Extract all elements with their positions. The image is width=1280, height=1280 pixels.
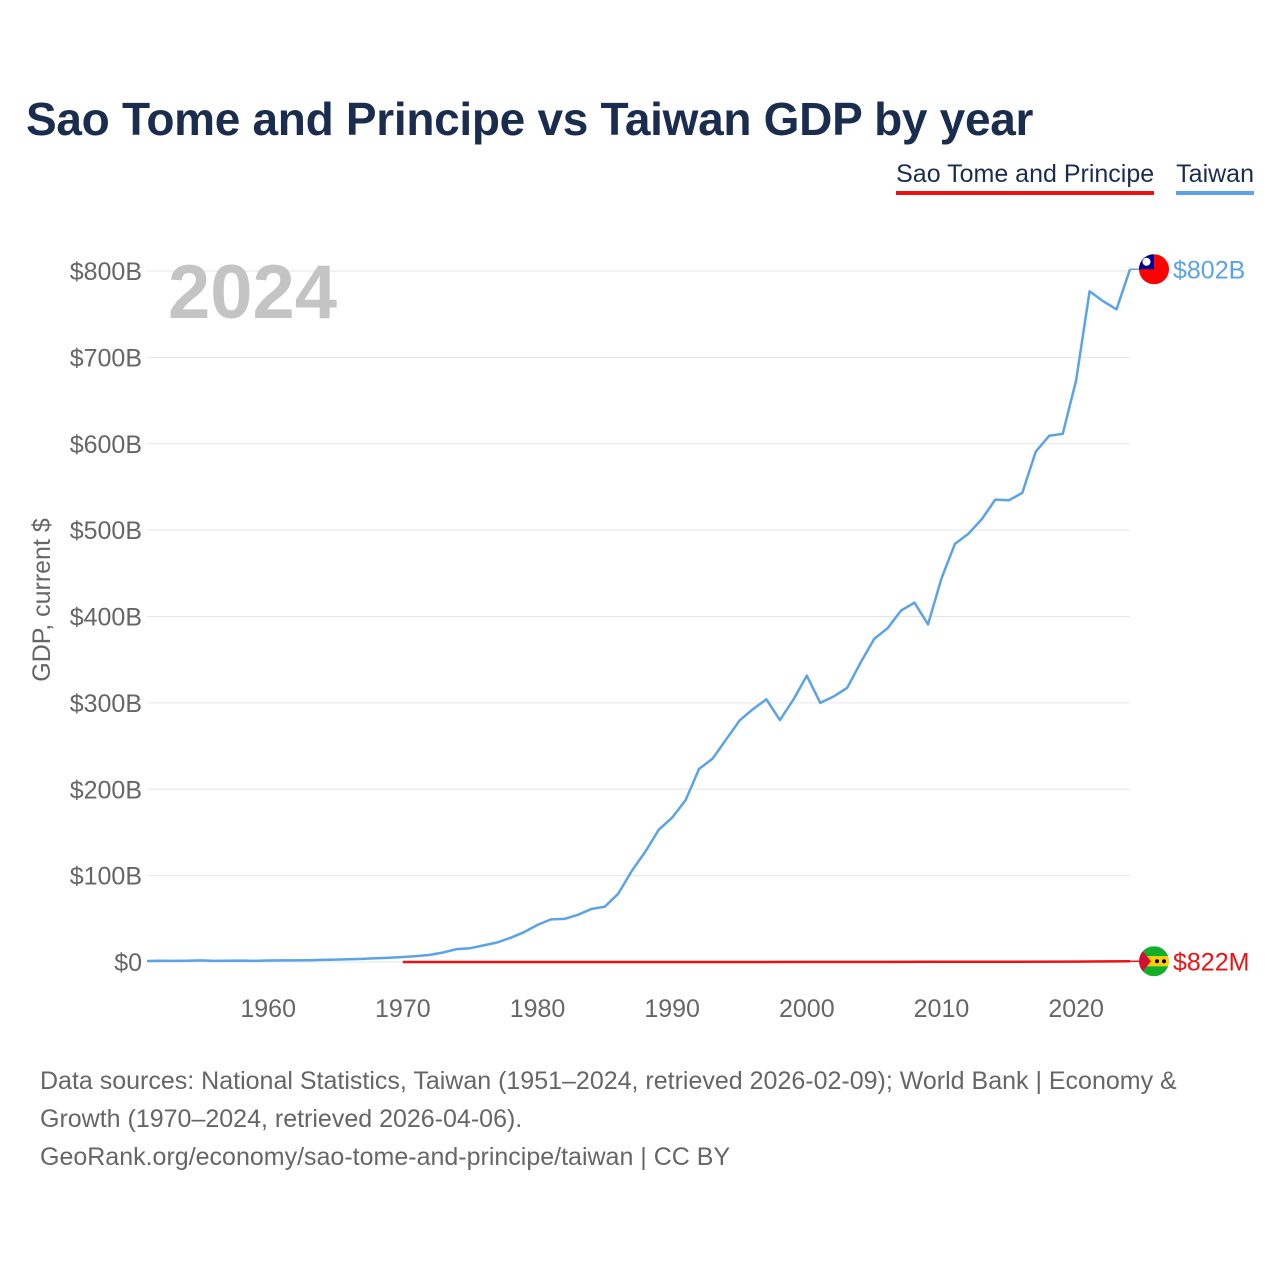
legend-item-sao-tome[interactable]: Sao Tome and Principe	[896, 160, 1155, 195]
x-tick-label: 1970	[375, 995, 431, 1023]
series-line-sao-tome-and-principe	[402, 960, 1131, 964]
source-credit[interactable]: GeoRank.org/economy/sao-tome-and-princip…	[40, 1143, 731, 1171]
legend-item-taiwan[interactable]: Taiwan	[1176, 160, 1254, 195]
gridlines	[147, 270, 1130, 963]
flag-icon-sao-tome-and-principe	[1139, 946, 1169, 977]
y-tick-label: $700B	[70, 344, 142, 372]
y-tick-label: $400B	[70, 604, 142, 632]
series-end-markers: $802B $822M	[1130, 254, 1249, 977]
x-tick-label: 2010	[914, 995, 970, 1023]
data-sources: Data sources: National Statistics, Taiwa…	[40, 1067, 1177, 1133]
y-tick-label: $200B	[70, 776, 142, 804]
year-overlay: 2024	[168, 250, 337, 335]
y-tick-label: $100B	[70, 863, 142, 891]
x-tick-label: 1990	[644, 995, 700, 1023]
y-axis-ticks: $0 $100B $200B $300B $400B $500B $600B $700B $80…	[70, 258, 142, 977]
y-axis-label: GDP, current $	[28, 518, 56, 682]
x-axis-ticks: 1960 1970 1980 1990 2000 2010 2020	[240, 995, 1104, 1023]
x-tick-label: 2000	[779, 995, 835, 1023]
y-tick-label: $500B	[70, 517, 142, 545]
y-tick-label: $600B	[70, 431, 142, 459]
y-tick-label: $0	[114, 949, 142, 977]
y-tick-label: $800B	[70, 258, 142, 286]
x-tick-label: 1960	[240, 995, 296, 1023]
end-value-label-sao-tome-and-principe: $822M	[1173, 948, 1249, 976]
page-title: Sao Tome and Principe vs Taiwan GDP by y…	[26, 93, 1034, 145]
series-line-taiwan	[146, 268, 1132, 963]
x-tick-label: 2020	[1048, 995, 1104, 1023]
legend: Sao Tome and Principe Taiwan	[896, 160, 1254, 195]
footer: Data sources: National Statistics, Taiwa…	[40, 1062, 1240, 1176]
end-value-label-taiwan: $802B	[1173, 256, 1245, 284]
x-tick-label: 1980	[510, 995, 566, 1023]
y-tick-label: $300B	[70, 690, 142, 718]
flag-icon-taiwan	[1139, 254, 1169, 285]
series-lines	[146, 268, 1132, 964]
